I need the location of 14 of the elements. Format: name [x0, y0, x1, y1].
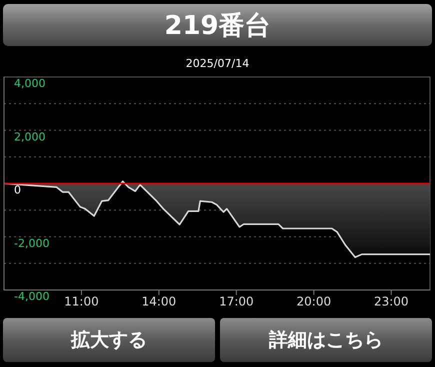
y-tick-label: 0 [14, 184, 21, 196]
x-tick-label: 20:00 [296, 294, 332, 309]
x-tick-label: 14:00 [142, 294, 176, 309]
details-button: 詳細はこちら [220, 318, 432, 362]
y-tick-label: 4,000 [14, 77, 46, 90]
y-tick-label: -2,000 [14, 236, 50, 250]
x-tick-label: 17:00 [219, 294, 254, 309]
y-tick-label: 2,000 [14, 130, 46, 144]
x-tick-label: 23:00 [374, 294, 409, 309]
y-tick-label: -4,000 [14, 290, 50, 303]
chart-title: 219番台 [3, 4, 432, 46]
enlarge-button: 拡大する [3, 318, 215, 362]
chart-subtitle: 2025/07/14 [184, 57, 250, 70]
x-tick-label: 11:00 [64, 294, 99, 309]
